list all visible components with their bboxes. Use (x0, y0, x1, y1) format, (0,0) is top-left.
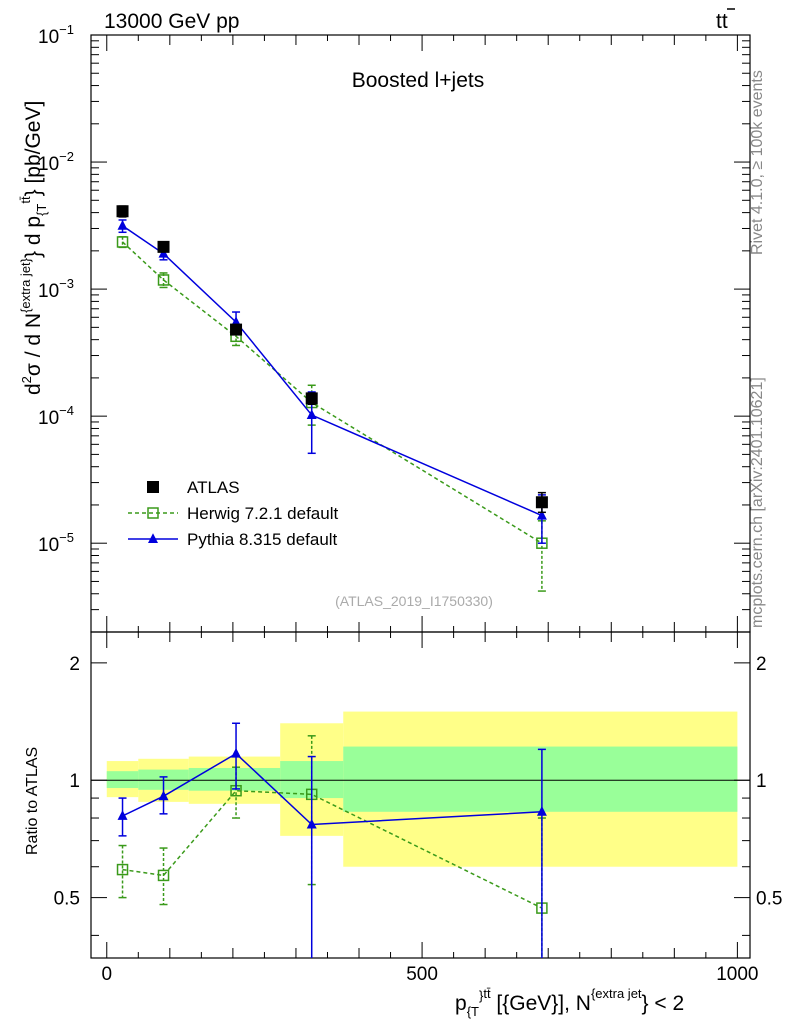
main-atlas-point-4 (535, 496, 548, 509)
ratio-y-tick-label-left: 2 (69, 654, 80, 675)
ratio-pythia-point-4 (536, 806, 547, 816)
mcplots-label: mcplots.cern.ch [arXiv:2401.10621] (749, 377, 766, 628)
main-y-tick-label: 10−1 (38, 22, 74, 48)
analysis-id: (ATLAS_2019_I1750330) (335, 593, 493, 609)
ratio-y-axis-label: Ratio to ATLAS (24, 747, 41, 855)
legend: ATLAS Herwig 7.2.1 default Pythia 8.315 de… (128, 478, 338, 549)
x-tick-label: 500 (406, 964, 438, 985)
main-y-tick-label: 10−5 (38, 530, 74, 556)
ratio-herwig-point-0 (116, 863, 129, 876)
main-panel: 10−1 10−2 10−3 10−4 10−5 (38, 22, 751, 633)
main-y-tick-label: 10−4 (38, 403, 74, 429)
header-title: 13000 GeV pp (104, 10, 239, 33)
main-atlas-point-2 (230, 323, 243, 336)
ratio-frame (90, 631, 751, 959)
main-pythia-point-4 (536, 509, 547, 520)
ratio-herwig-point-1 (157, 869, 170, 882)
chart-title: Boosted l+jets (352, 69, 485, 92)
main-atlas-point-3 (305, 392, 318, 405)
ratio-y-tick-label-left: 0.5 (54, 889, 80, 910)
ratio-pythia-point-0 (117, 810, 128, 820)
process-label-tbar: t (722, 10, 728, 33)
main-y-tick-label: 10−3 (38, 276, 74, 302)
ratio-y-tick-label-right: 1 (756, 771, 767, 792)
ratio-y-tick-label-right: 2 (756, 654, 767, 675)
legend-marker-2 (148, 533, 158, 543)
ratio-y-tick-label-right: 0.5 (756, 889, 782, 910)
ratio-band-inner-2 (188, 767, 281, 791)
main-atlas-point-1 (157, 240, 170, 253)
main-pythia-point-3 (306, 409, 317, 420)
legend-marker-0 (147, 481, 159, 493)
legend-label-1: Herwig 7.2.1 default (187, 504, 338, 523)
main-atlas-point-0 (116, 205, 129, 218)
ratio-pythia-point-1 (158, 790, 169, 801)
process-label: tt (716, 10, 728, 33)
x-axis-label: p{T}tt̄ [{GeV}], N{extra jet} < 2 (455, 986, 684, 1019)
main-herwig-point-1 (157, 274, 170, 286)
main-herwig-line (122, 241, 543, 544)
x-tick-label: 0 (101, 964, 112, 985)
main-pythia-point-0 (117, 220, 128, 230)
main-herwig-point-0 (116, 236, 129, 248)
ratio-panel: 0.5 0.5 1 1 2 2 0 500 1000 (54, 631, 782, 985)
legend-marker-1 (147, 507, 159, 519)
main-pythia-line (122, 225, 543, 517)
legend-label-0: ATLAS (187, 478, 240, 497)
ratio-y-tick-label-left: 1 (69, 771, 80, 792)
main-y-tick-label: 10−2 (38, 149, 74, 175)
ratio-band-inner-4 (343, 746, 738, 812)
x-tick-label: 1000 (716, 964, 758, 985)
main-y-axis-label: d2σ / d N{extra jet}} d p{Ttt̄} [pb/GeV] (18, 101, 49, 395)
ratio-pythia-point-3 (306, 818, 317, 829)
ratio-band-inner-0 (106, 771, 139, 789)
rivet-label: Rivet 4.1.0, ≥ 100k events (749, 70, 766, 255)
legend-label-2: Pythia 8.315 default (187, 530, 338, 549)
ratio-pythia-point-2 (231, 747, 242, 758)
